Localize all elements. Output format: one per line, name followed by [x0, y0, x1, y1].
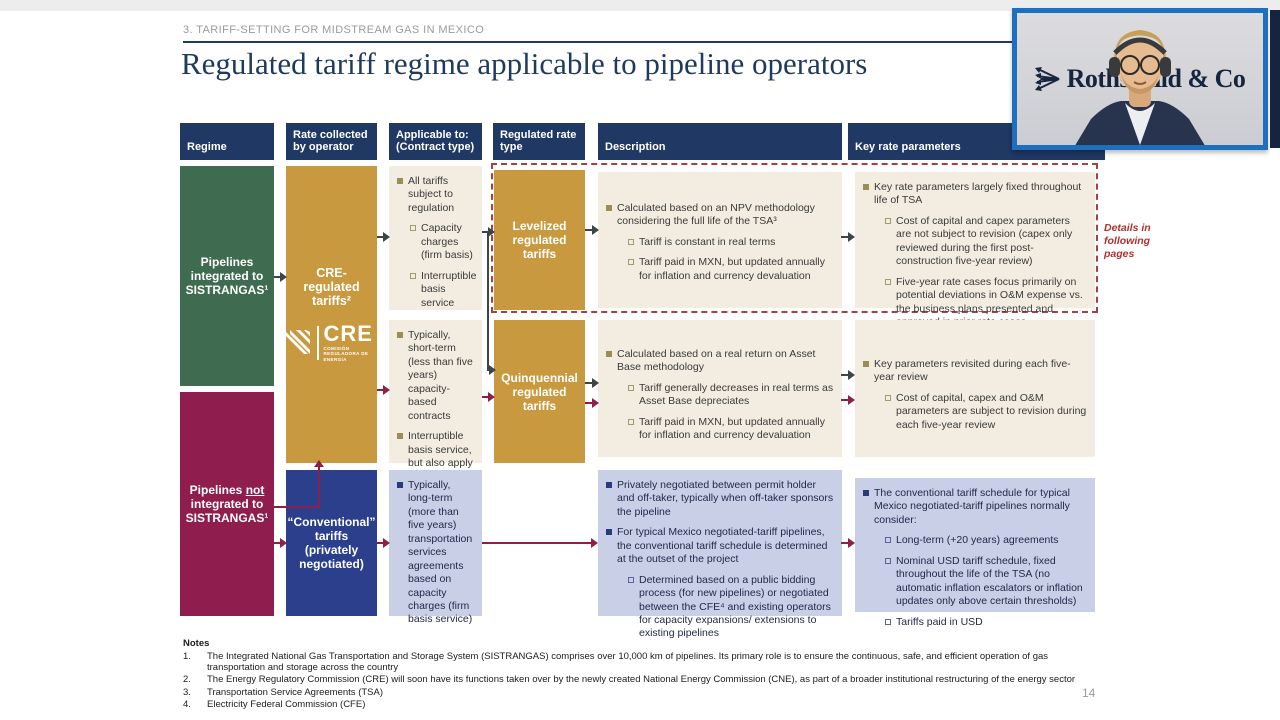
- sub-bullet-icon: [628, 418, 634, 425]
- sub-bullet-icon: [885, 537, 891, 544]
- arrow-gold-to-applicable1: [377, 232, 390, 242]
- bullet-icon: [606, 482, 612, 488]
- bullet-icon: [397, 433, 403, 440]
- levelized-highlight-border: [491, 163, 1098, 313]
- key-params-box-1: Key rate parameters largely fixed throug…: [855, 172, 1095, 328]
- regime-integrated-box: Pipelines integrated to SISTRANGAS¹: [180, 166, 274, 386]
- bullet-icon: [863, 184, 869, 190]
- bullet-icon: [863, 361, 869, 367]
- arrow-up-head-maroon: [314, 460, 324, 467]
- bullet-icon: [397, 178, 403, 184]
- notes-label: Notes: [183, 638, 210, 649]
- sub-bullet-icon: [628, 576, 634, 583]
- quinquennial-tariffs-label: Quinquennial regulated tariffs: [501, 370, 578, 413]
- sub-bullet-icon: [885, 557, 891, 564]
- webcam-person: [1075, 30, 1205, 145]
- header-rule: [183, 41, 1098, 43]
- arrow-green-to-gold: [274, 272, 287, 282]
- arrow-quinquennial-to-description2-b: [585, 398, 599, 408]
- notes-section: Notes 1. The Integrated National Gas Tran…: [183, 638, 1088, 711]
- regime-not-integrated-label: Pipelines not integrated to SISTRANGAS¹: [185, 483, 269, 525]
- note-item: 4. Electricity Federal Commission (CFE): [183, 698, 366, 710]
- cre-logo-divider: [316, 326, 319, 361]
- arrow-description2-to-params2-b: [841, 395, 855, 405]
- conventional-tariffs-box: “Conventional” tariffs (privately negoti…: [286, 470, 377, 616]
- window-edge: [1270, 10, 1280, 148]
- details-callout: Details in following pages: [1104, 222, 1151, 261]
- col-header-description: Description: [598, 123, 842, 160]
- arrow-quinquennial-to-description2-a: [585, 378, 599, 388]
- key-params-box-3: The conventional tariff schedule for typ…: [855, 478, 1095, 628]
- description-box-1: Calculated based on an NPV methodology c…: [598, 172, 842, 308]
- note-item: 2. The Energy Regulatory Commission (CRE)…: [183, 674, 1076, 686]
- cre-stripes-icon: [285, 330, 310, 355]
- arrow-description2-to-params2-a: [841, 370, 855, 380]
- rothschild-arrows-icon: [1034, 67, 1059, 91]
- arrow-bend-vertical: [487, 232, 489, 371]
- col-header-rate-type: Regulated rate type: [493, 123, 585, 160]
- conventional-tariffs-label: “Conventional” tariffs (privately negoti…: [287, 515, 376, 571]
- key-params-box-2: Key parameters revisited during each fiv…: [855, 320, 1095, 457]
- col-header-regime: Regime: [180, 123, 274, 160]
- top-strip: [0, 0, 1280, 11]
- description-box-3: Privately negotiated between permit hold…: [598, 470, 842, 639]
- arrow-conventional-to-applicable3: [377, 538, 390, 548]
- col-header-rate-collected: Rate collected by operator: [286, 123, 377, 160]
- section-kicker: 3. TARIFF-SETTING FOR MIDSTREAM GAS IN M…: [183, 24, 485, 36]
- sub-bullet-icon: [628, 384, 634, 391]
- regime-integrated-label: Pipelines integrated to SISTRANGAS¹: [185, 255, 269, 297]
- sub-bullet-icon: [885, 278, 891, 285]
- bullet-icon: [397, 332, 403, 338]
- webcam-background: Rothschild & Co: [1017, 13, 1263, 145]
- arrow-applicable1-to-quinquennial: [487, 365, 496, 375]
- cre-regulated-tariffs-box: CRE-regulated tariffs² CRE COMISIÓN REGU…: [285, 166, 378, 463]
- quinquennial-tariffs-box: Quinquennial regulated tariffs: [494, 320, 585, 463]
- arrow-description3-to-params3: [841, 538, 855, 548]
- regime-not-integrated-box: Pipelines not integrated to SISTRANGAS¹: [180, 392, 274, 616]
- bullet-icon: [863, 490, 869, 496]
- note-item: 3. Transportation Service Agreements (TSA…: [183, 686, 383, 698]
- page-number: 14: [1082, 686, 1096, 700]
- applicable-box-1: All tariffs subject to regulation Capaci…: [389, 166, 482, 310]
- bullet-icon: [606, 529, 612, 536]
- sub-bullet-icon: [628, 259, 634, 266]
- arrow-bend-horizontal-maroon: [274, 506, 320, 508]
- sub-bullet-icon: [410, 272, 416, 279]
- applicable-box-2: Typically, short-term (less than five ye…: [389, 320, 482, 496]
- bullet-icon: [606, 205, 612, 211]
- page-title: Regulated tariff regime applicable to pi…: [181, 46, 868, 81]
- cre-logo-subtitle: COMISIÓN REGULADORA DE ENERGÍA: [323, 345, 369, 363]
- bullet-icon: [606, 351, 612, 357]
- bullet-icon: [397, 482, 403, 488]
- col-header-applicable-to: Applicable to: (Contract type): [389, 123, 482, 160]
- arrow-applicable3-to-description3: [482, 538, 598, 548]
- applicable-box-3: Typically, long-term (more than five yea…: [389, 470, 482, 625]
- description-box-2: Calculated based on a real return on Ass…: [598, 320, 842, 457]
- sub-bullet-icon: [628, 238, 634, 245]
- arrow-gold-to-applicable2: [377, 385, 390, 395]
- cre-regulated-tariffs-label: CRE-regulated tariffs²: [303, 265, 360, 308]
- arrow-levelized-to-description1: [585, 225, 599, 235]
- levelized-tariffs-label: Levelized regulated tariffs: [512, 219, 567, 261]
- arrow-maroon-to-conventional: [274, 538, 287, 548]
- arrow-bend-vertical-maroon: [318, 466, 320, 508]
- arrow-applicable2-to-quinquennial: [482, 392, 495, 402]
- arrow-applicable1-to-levelized: [482, 227, 495, 237]
- arrow-description1-to-params1: [841, 232, 855, 242]
- levelized-tariffs-box: Levelized regulated tariffs: [494, 170, 585, 310]
- sub-bullet-icon: [885, 618, 891, 625]
- cre-logo: CRE COMISIÓN REGULADORA DE ENERGÍA: [285, 320, 378, 363]
- note-item: 1. The Integrated National Gas Transporta…: [183, 651, 1049, 674]
- sub-bullet-icon: [885, 217, 891, 224]
- webcam-overlay[interactable]: Rothschild & Co: [1012, 8, 1268, 150]
- cre-logo-acronym: CRE: [323, 320, 373, 346]
- sub-bullet-icon: [885, 394, 891, 401]
- sub-bullet-icon: [410, 225, 416, 232]
